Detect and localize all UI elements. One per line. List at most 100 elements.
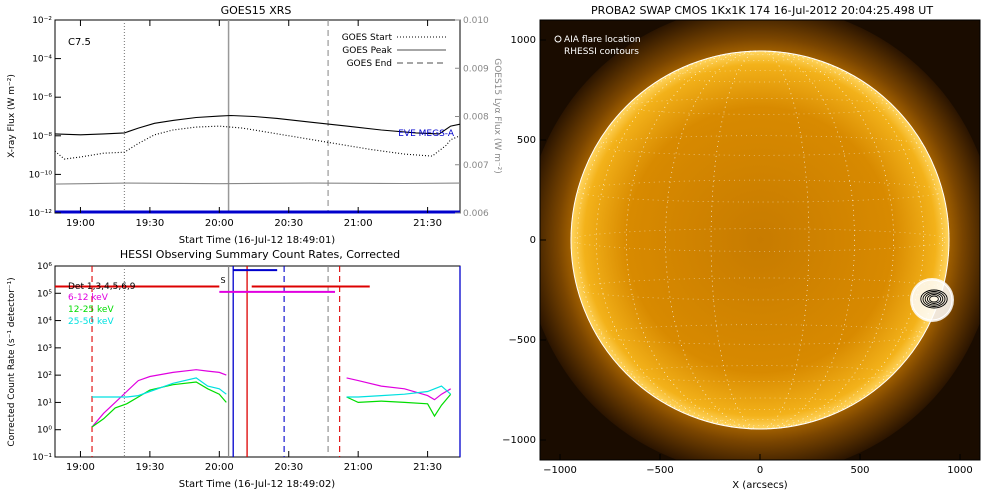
legend-aia-label: AIA flare location	[564, 35, 641, 45]
goes-y2tick-label: 0.007	[463, 161, 489, 171]
goes-class-label: C7.5	[68, 37, 91, 48]
sun-longitude-line	[595, 50, 925, 430]
sun-legend: AIA flare location RHESSI contours	[554, 35, 641, 57]
hessi-series-group	[91, 369, 452, 428]
sun-flare-region	[910, 278, 954, 322]
hessi-xtick-label: 20:30	[274, 462, 303, 473]
hessi-band-25-50: 25-50 keV	[68, 317, 114, 327]
sun-xtick-label: 0	[757, 465, 763, 476]
goes-xlabel: Start Time (16-Jul-12 18:49:01)	[179, 235, 336, 246]
rhessi-contour	[924, 292, 944, 306]
goes-ytick-label: 10⁻⁴	[32, 55, 52, 65]
sun-disk	[571, 51, 949, 429]
legend-goes-start: GOES Start	[342, 33, 393, 43]
goes-y2ticks: 0.006 0.007 0.008 0.009 0.010	[455, 16, 489, 219]
goes-title: GOES15 XRS	[221, 4, 292, 17]
hessi-s-marker: S	[220, 276, 225, 285]
goes-y2tick-label: 0.010	[463, 16, 489, 26]
sun-title: PROBA2 SWAP CMOS 1Kx1K 174 16-Jul-2012 2…	[591, 4, 933, 17]
hessi-xtick-label: 21:30	[413, 462, 442, 473]
hessi-ytick-label: 10⁴	[37, 317, 52, 327]
hessi-series-line	[91, 381, 227, 428]
goes-xtick-label: 21:00	[344, 218, 373, 229]
sun-panel: PROBA2 SWAP CMOS 1Kx1K 174 16-Jul-2012 2…	[502, 4, 981, 491]
rhessi-contour	[926, 294, 942, 304]
hessi-det-label: Det 1,3,4,5,6,9	[68, 282, 136, 292]
legend-rhessi-label: RHESSI contours	[564, 47, 639, 57]
sun-ytick-label: 0	[530, 235, 536, 246]
goes-event-lines	[123, 20, 329, 213]
hessi-ytick-label: 10⁵	[37, 289, 52, 299]
goes-ylabel: X-ray Flux (W m⁻²)	[7, 74, 17, 158]
rhessi-contour	[920, 289, 948, 309]
goes-xtick-label: 20:00	[205, 218, 234, 229]
sun-limb	[570, 50, 950, 430]
hessi-legend: Det 1,3,4,5,6,9 6-12 keV 12-25 keV 25-50…	[68, 282, 136, 327]
hessi-attenuator-segments	[55, 269, 370, 293]
sun-xtick-label: −1000	[543, 465, 577, 476]
sun-xtick-label: 1000	[947, 465, 972, 476]
sun-xtick-label: −500	[646, 465, 673, 476]
legend-goes-peak: GOES Peak	[342, 46, 392, 56]
hessi-panel: HESSI Observing Summary Count Rates, Cor…	[7, 248, 461, 490]
hessi-series-line	[346, 377, 452, 401]
aia-flare-marker	[911, 279, 953, 321]
sun-ytick-label: 1000	[511, 35, 536, 46]
sun-xticks: −1000 −500 0 500 1000	[543, 454, 973, 476]
hessi-ytick-label: 10³	[37, 344, 52, 354]
hessi-xtick-label: 20:00	[205, 462, 234, 473]
sun-ytick-label: −500	[509, 335, 536, 346]
goes-ytick-label: 10⁻²	[32, 16, 52, 26]
hessi-ytick-label: 10¹	[37, 398, 52, 408]
hessi-series-line	[92, 377, 227, 398]
goes-series-group	[54, 114, 461, 214]
hessi-ytick-label: 10⁶	[37, 262, 52, 272]
goes-ytick-label: 10⁻⁶	[32, 93, 52, 103]
goes-xtick-label: 20:30	[274, 218, 303, 229]
sun-xtick-label: 500	[850, 465, 869, 476]
hessi-plot-frame	[54, 265, 461, 458]
goes-ytick-label: 10⁻¹²	[29, 209, 53, 219]
hessi-series-line	[91, 369, 227, 428]
rhessi-contour	[929, 295, 939, 303]
goes-series-line	[54, 114, 461, 136]
goes-ytick-label: 10⁻¹⁰	[29, 170, 53, 180]
goes-legend: GOES Start GOES Peak GOES End	[342, 33, 446, 69]
goes-yticks: 10⁻¹² 10⁻¹⁰ 10⁻⁸ 10⁻⁶ 10⁻⁴ 10⁻²	[29, 16, 61, 219]
goes-eve-label: EVE MEGS-A	[398, 129, 455, 139]
goes-xtick-label: 21:30	[413, 218, 442, 229]
hessi-title: HESSI Observing Summary Count Rates, Cor…	[120, 248, 400, 261]
hessi-xtick-label: 19:00	[66, 462, 95, 473]
hessi-ytick-label: 10⁻¹	[32, 453, 52, 463]
goes-panel: GOES15 XRS 19:00 19:30 20:00 20:30 21:00 21:3…	[7, 4, 502, 246]
legend-aia-marker	[554, 35, 562, 43]
goes-xtick-label: 19:00	[66, 218, 95, 229]
goes-y2tick-label: 0.008	[463, 113, 489, 123]
legend-goes-end: GOES End	[347, 59, 392, 69]
sun-yticks: −1000 −500 0 500 1000	[502, 35, 546, 446]
sun-flare-glow	[910, 278, 954, 322]
goes-y2tick-label: 0.009	[463, 64, 489, 74]
sun-xlabel: X (arcsecs)	[732, 480, 788, 491]
hessi-ytick-label: 10²	[37, 371, 52, 381]
hessi-xtick-label: 19:30	[135, 462, 164, 473]
goes-xtick-label: 19:30	[135, 218, 164, 229]
hessi-ylabel: Corrected Count Rate (s⁻¹ detector⁻¹)	[7, 277, 17, 446]
hessi-band-6-12: 6-12 keV	[68, 293, 109, 303]
hessi-ytick-label: 10⁰	[37, 426, 52, 436]
hessi-xtick-label: 21:00	[344, 462, 373, 473]
sun-ytick-label: −1000	[502, 435, 536, 446]
goes-series-line	[54, 182, 461, 185]
sun-ytick-label: 500	[517, 135, 536, 146]
hessi-band-12-25: 12-25 keV	[68, 305, 114, 315]
goes-y2label: GOES15 Lyα Flux (W m⁻²)	[492, 58, 502, 174]
goes-ytick-label: 10⁻⁸	[32, 132, 52, 142]
sun-longitude-line	[665, 50, 855, 430]
goes-y2tick-label: 0.006	[463, 209, 489, 219]
hessi-event-lines	[91, 266, 461, 457]
hessi-xlabel: Start Time (16-Jul-12 18:49:02)	[179, 479, 336, 490]
hessi-xticks: 19:00 19:30 20:00 20:30 21:00 21:30	[66, 451, 442, 473]
hessi-series-line	[346, 393, 452, 418]
hessi-series-line	[346, 385, 452, 398]
